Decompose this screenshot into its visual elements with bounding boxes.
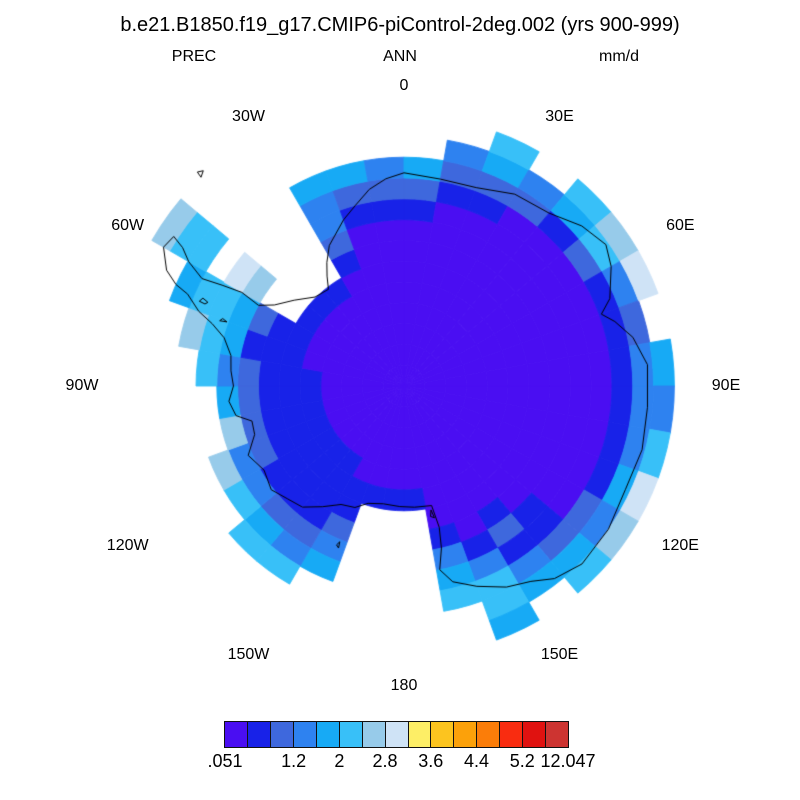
colorbar-cell-4 bbox=[292, 722, 316, 747]
colorbar-cell-7 bbox=[361, 722, 385, 747]
colorbar-cell-5 bbox=[315, 722, 339, 747]
colorbar-cell-13 bbox=[499, 722, 523, 747]
colorbar-tick-label-5.2: 5.2 bbox=[509, 751, 535, 771]
lon-label-120E: 120E bbox=[661, 536, 699, 554]
colorbar bbox=[224, 721, 569, 748]
lon-label-30E: 30E bbox=[545, 107, 574, 125]
lon-label-0: 0 bbox=[399, 77, 409, 94]
colorbar-cell-14 bbox=[522, 722, 546, 747]
colorbar-tick-label-3.6: 3.6 bbox=[418, 751, 444, 771]
variable-label: PREC bbox=[171, 48, 217, 65]
colorbar-cell-3 bbox=[269, 722, 293, 747]
season-label: ANN bbox=[383, 48, 417, 65]
colorbar-tick-label-2.8: 2.8 bbox=[372, 751, 398, 771]
colorbar-cell-10 bbox=[430, 722, 454, 747]
lon-label-90E: 90E bbox=[711, 377, 741, 394]
lon-label-150E: 150E bbox=[540, 646, 579, 664]
colorbar-cell-11 bbox=[453, 722, 477, 747]
colorbar-cell-2 bbox=[246, 722, 270, 747]
colorbar-cell-9 bbox=[407, 722, 431, 747]
colorbar-tick-label-.051: .051 bbox=[207, 751, 243, 771]
lon-label-60W: 60W bbox=[111, 217, 145, 235]
colorbar-cell-12 bbox=[476, 722, 500, 747]
units-label: mm/d bbox=[599, 48, 639, 65]
lon-label-180: 180 bbox=[390, 677, 418, 694]
colorbar-cell-8 bbox=[384, 722, 408, 747]
lon-label-30W: 30W bbox=[232, 107, 265, 125]
colorbar-tick-label-12.047: 12.047 bbox=[540, 751, 596, 771]
lon-label-120W: 120W bbox=[106, 536, 149, 554]
plot-title: b.e21.B1850.f19_g17.CMIP6-piControl-2deg… bbox=[120, 14, 680, 36]
colorbar-cell-15 bbox=[545, 722, 569, 747]
colorbar-tick-label-4.4: 4.4 bbox=[464, 751, 490, 771]
colorbar-tick-label-2: 2 bbox=[334, 751, 345, 771]
colorbar-tick-label-1.2: 1.2 bbox=[281, 751, 307, 771]
lon-label-60E: 60E bbox=[666, 217, 695, 235]
lon-label-150W: 150W bbox=[227, 646, 270, 664]
colorbar-cell-6 bbox=[338, 722, 362, 747]
lon-label-90W: 90W bbox=[65, 377, 99, 394]
colorbar-cell-1 bbox=[225, 722, 247, 747]
